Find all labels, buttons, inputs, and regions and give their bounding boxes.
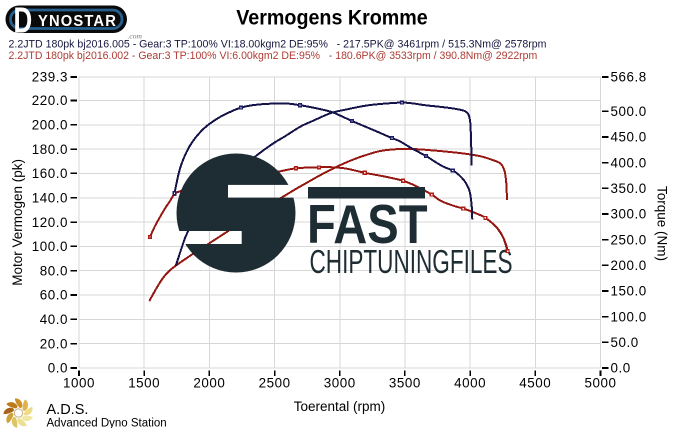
svg-text:FAST: FAST (307, 193, 428, 255)
svg-text:A.D.S.: A.D.S. (47, 402, 89, 418)
svg-text:Torque (Nm): Torque (Nm) (655, 186, 670, 261)
svg-text:20.0: 20.0 (40, 336, 68, 351)
svg-text:3000: 3000 (324, 375, 356, 390)
svg-text:3500: 3500 (389, 375, 421, 390)
svg-text:4000: 4000 (454, 375, 486, 390)
svg-text:1000: 1000 (63, 375, 95, 390)
svg-text:100.0: 100.0 (32, 239, 68, 254)
svg-text:120.0: 120.0 (32, 215, 68, 230)
svg-text:100.0: 100.0 (611, 309, 647, 324)
svg-text:450.0: 450.0 (611, 130, 647, 145)
svg-text:Motor Vermogen (pk): Motor Vermogen (pk) (10, 159, 25, 286)
svg-text:60.0: 60.0 (40, 288, 68, 303)
svg-text:140.0: 140.0 (32, 191, 68, 206)
svg-text:400.0: 400.0 (611, 155, 647, 170)
svg-text:220.0: 220.0 (32, 93, 68, 108)
svg-text:150.0: 150.0 (611, 284, 647, 299)
svg-text:2000: 2000 (193, 375, 225, 390)
svg-text:566.8: 566.8 (611, 70, 647, 85)
svg-text:1500: 1500 (128, 375, 160, 390)
svg-text:50.0: 50.0 (611, 335, 639, 350)
svg-text:250.0: 250.0 (611, 232, 647, 247)
svg-text:40.0: 40.0 (40, 312, 68, 327)
svg-text:350.0: 350.0 (611, 181, 647, 196)
svg-text:0.0: 0.0 (48, 361, 68, 376)
svg-text:239.3: 239.3 (32, 70, 68, 85)
svg-text:80.0: 80.0 (40, 263, 68, 278)
svg-text:Advanced Dyno Station: Advanced Dyno Station (47, 418, 167, 428)
svg-text:2.2JTD 180pk bj2016.002 - Gear: 2.2JTD 180pk bj2016.002 - Gear:3 TP:100%… (9, 50, 538, 62)
svg-text:Toerental (rpm): Toerental (rpm) (294, 399, 386, 414)
svg-text:4500: 4500 (519, 375, 551, 390)
svg-text:D: D (14, 0, 33, 40)
svg-text:2.2JTD 180pk bj2016.005 - Gear: 2.2JTD 180pk bj2016.005 - Gear:3 TP:100%… (9, 38, 547, 50)
svg-text:500.0: 500.0 (611, 104, 647, 119)
svg-text:200.0: 200.0 (32, 118, 68, 133)
svg-text:180.0: 180.0 (32, 142, 68, 157)
svg-text:5000: 5000 (585, 375, 617, 390)
svg-text:160.0: 160.0 (32, 166, 68, 181)
svg-text:Vermogens Kromme: Vermogens Kromme (236, 6, 428, 30)
svg-text:YNOSTAR: YNOSTAR (38, 13, 117, 30)
svg-text:200.0: 200.0 (611, 258, 647, 273)
svg-text:2500: 2500 (259, 375, 291, 390)
svg-text:0.0: 0.0 (611, 361, 631, 376)
svg-text:CHIPTUNINGFILES: CHIPTUNINGFILES (310, 244, 513, 281)
svg-text:.com: .com (128, 32, 143, 41)
svg-text:300.0: 300.0 (611, 207, 647, 222)
